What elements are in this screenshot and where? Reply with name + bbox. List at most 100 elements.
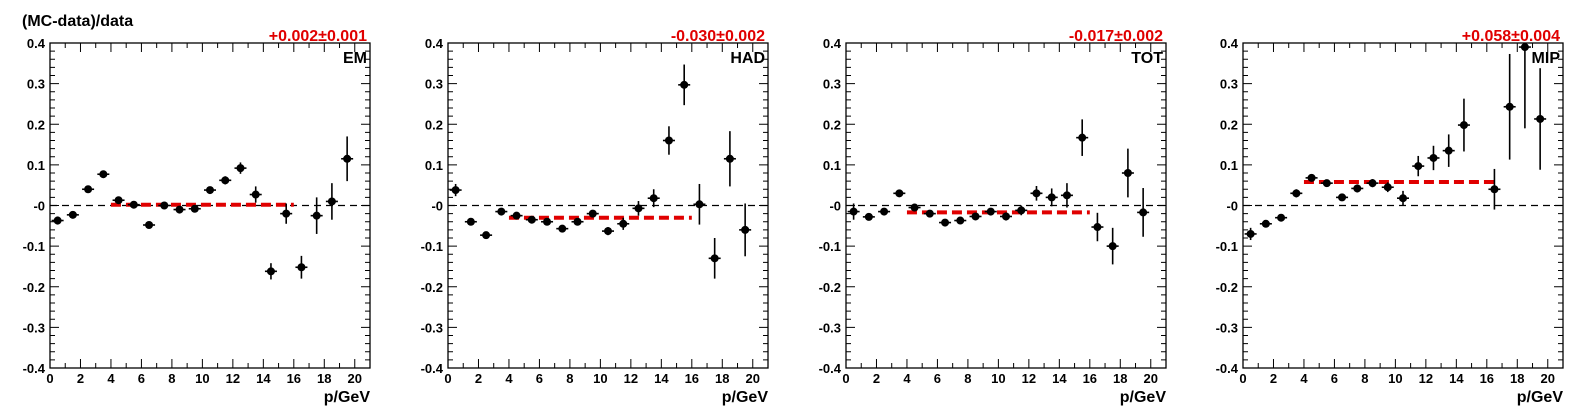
data-point: [82, 185, 95, 194]
x-tick-label: 12: [624, 371, 638, 386]
point-marker: [1338, 193, 1347, 202]
data-point: [586, 209, 599, 218]
y-tick-label: -0.2: [421, 280, 443, 295]
point-marker: [482, 231, 491, 240]
point-marker: [312, 211, 321, 220]
data-point: [1030, 186, 1043, 201]
y-tick-label: -0.3: [1216, 320, 1238, 335]
data-point: [1015, 205, 1028, 216]
x-axis-title: p/GeV: [324, 389, 371, 406]
point-marker: [573, 217, 582, 226]
data-point: [1442, 134, 1455, 167]
data-point: [556, 224, 569, 233]
y-tick-label: -0.4: [1216, 361, 1239, 376]
point-marker: [1078, 133, 1087, 142]
y-tick-label: 0.2: [27, 117, 45, 132]
data-point: [1244, 227, 1257, 241]
data-point: [541, 217, 554, 226]
x-tick-label: 16: [1083, 371, 1097, 386]
data-point: [1320, 179, 1333, 188]
x-tick-label: 8: [964, 371, 971, 386]
data-point: [739, 203, 752, 257]
data-point: [1427, 145, 1440, 171]
data-point: [708, 238, 721, 279]
panel-label: TOT: [1131, 50, 1163, 67]
x-tick-label: 18: [317, 371, 331, 386]
data-point: [480, 231, 493, 240]
x-tick-label: 12: [1419, 371, 1433, 386]
point-marker: [1536, 114, 1545, 123]
point-marker: [1292, 189, 1301, 198]
x-tick-label: 10: [593, 371, 607, 386]
x-tick-label: 2: [1270, 371, 1277, 386]
x-tick-label: 20: [348, 371, 362, 386]
data-point: [693, 183, 706, 225]
x-tick-label: 4: [1300, 371, 1308, 386]
data-point: [1503, 53, 1516, 160]
point-marker: [1139, 208, 1148, 217]
point-marker: [1261, 219, 1270, 228]
data-point: [204, 186, 216, 195]
point-marker: [282, 209, 291, 218]
point-marker: [1399, 194, 1407, 203]
y-tick-label: -0.1: [421, 239, 443, 254]
data-point: [310, 197, 323, 234]
y-tick-label: 0.4: [1220, 36, 1239, 51]
data-point: [188, 204, 201, 213]
point-marker: [925, 209, 934, 218]
data-point: [632, 201, 645, 216]
point-marker: [327, 197, 336, 206]
point-marker: [1505, 102, 1514, 111]
panel-label: HAD: [730, 50, 765, 67]
data-point: [939, 218, 952, 227]
point-marker: [741, 225, 750, 234]
data-point: [341, 136, 354, 182]
data-point: [1488, 168, 1501, 210]
y-tick-label: -0.3: [23, 320, 45, 335]
x-tick-label: 20: [1541, 371, 1555, 386]
data-point: [449, 183, 462, 197]
x-tick-label: 4: [903, 371, 911, 386]
data-point: [662, 126, 675, 155]
x-tick-label: 6: [138, 371, 145, 386]
x-axis-title: p/GeV: [722, 389, 769, 406]
y-tick-label: 0.4: [27, 36, 46, 51]
x-tick-label: 0: [842, 371, 849, 386]
y-tick-label: -0.2: [23, 280, 45, 295]
data-point: [464, 217, 477, 226]
x-axis-title: p/GeV: [1517, 389, 1564, 406]
data-point: [954, 216, 967, 225]
data-point: [1457, 98, 1470, 152]
fit-result-label: -0.017±0.002: [1069, 28, 1163, 45]
x-axis-title: p/GeV: [1120, 389, 1167, 406]
data-point: [602, 227, 614, 236]
y-tick-label: -0.1: [819, 239, 841, 254]
y-tick-label: 0.2: [823, 117, 841, 132]
y-tick-label: 0.1: [425, 158, 443, 173]
x-tick-label: 12: [226, 371, 240, 386]
data-point: [1106, 227, 1119, 265]
point-marker: [649, 194, 658, 203]
point-marker: [1307, 173, 1316, 182]
point-marker: [1490, 185, 1499, 194]
data-point: [1000, 212, 1012, 221]
point-marker: [941, 218, 950, 227]
data-point: [647, 189, 660, 208]
x-tick-label: 18: [1510, 371, 1524, 386]
x-tick-label: 0: [46, 371, 53, 386]
y-tick-label: -0: [829, 199, 841, 214]
x-tick-label: 2: [873, 371, 880, 386]
point-marker: [1429, 153, 1438, 162]
data-point: [1275, 213, 1288, 222]
data-point: [1518, 43, 1531, 129]
point-marker: [68, 210, 77, 219]
x-tick-label: 2: [475, 371, 482, 386]
y-tick-label: -0: [33, 199, 45, 214]
point-marker: [527, 215, 536, 224]
point-marker: [236, 164, 245, 173]
data-point: [219, 176, 232, 185]
data-point: [1060, 183, 1073, 208]
x-tick-label: 16: [685, 371, 699, 386]
y-tick-label: 0.4: [425, 36, 444, 51]
point-marker: [1414, 162, 1423, 171]
